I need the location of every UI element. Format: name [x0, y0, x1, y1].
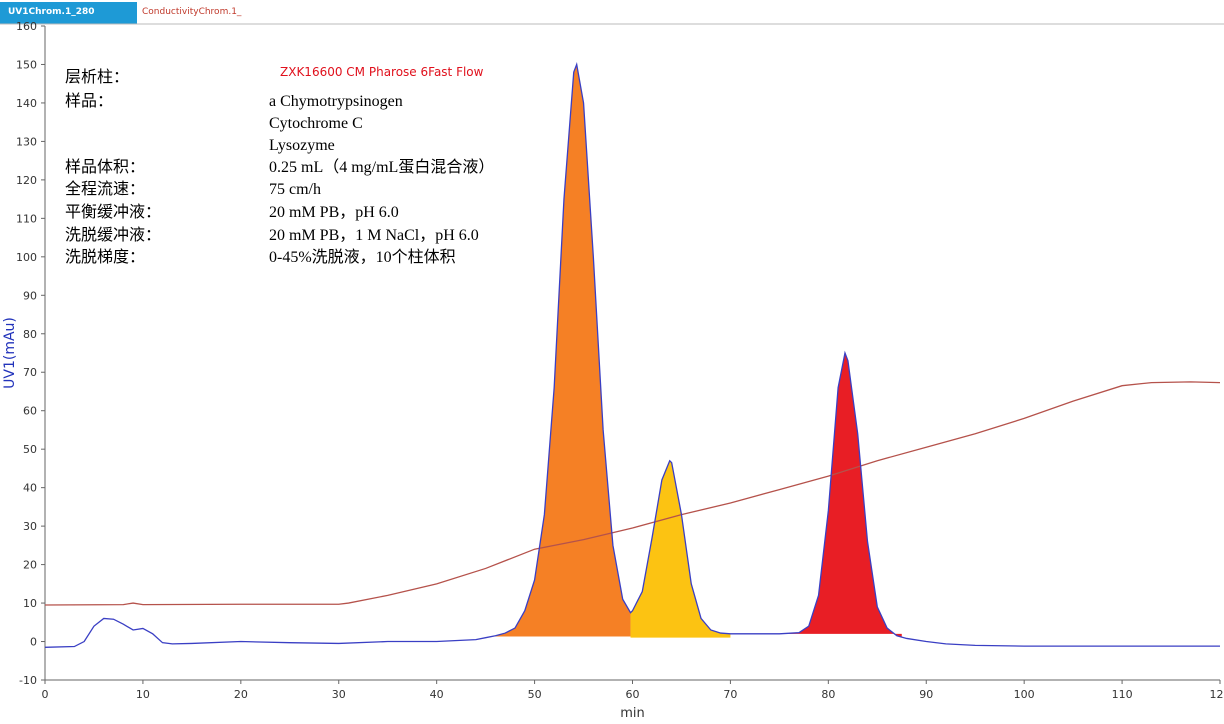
peak-fill	[789, 353, 902, 637]
x-tick-label: 20	[234, 688, 248, 701]
info-label: 洗脱梯度：	[65, 248, 145, 266]
x-tick-label: 40	[430, 688, 444, 701]
y-tick-label: 80	[23, 328, 37, 341]
info-label: 全程流速：	[65, 180, 145, 198]
y-tick-label: 70	[23, 366, 37, 379]
y-tick-label: 30	[23, 520, 37, 533]
info-value: Cytochrome C	[269, 115, 363, 132]
x-tick-label: 110	[1112, 688, 1133, 701]
x-tick-label: 120	[1210, 688, 1224, 701]
y-tick-label: 0	[30, 636, 37, 649]
info-label: 样品体积：	[65, 158, 145, 176]
info-value: 20 mM PB，pH 6.0	[269, 204, 399, 221]
x-tick-label: 100	[1014, 688, 1035, 701]
x-tick-label: 80	[821, 688, 835, 701]
y-tick-label: 10	[23, 597, 37, 610]
y-tick-label: 140	[16, 97, 37, 110]
y-tick-label: 60	[23, 405, 37, 418]
y-tick-label: 20	[23, 559, 37, 572]
x-tick-label: 90	[919, 688, 933, 701]
y-tick-label: -10	[19, 674, 37, 687]
series-line	[45, 64, 1220, 647]
y-tick-label: 90	[23, 289, 37, 302]
info-label: 样品：	[65, 92, 113, 110]
info-value: 0-45%洗脱液，10个柱体积	[269, 248, 456, 266]
x-tick-label: 60	[626, 688, 640, 701]
y-tick-label: 100	[16, 251, 37, 264]
x-tick-label: 50	[528, 688, 542, 701]
y-tick-label: 110	[16, 212, 37, 225]
y-tick-label: 40	[23, 482, 37, 495]
info-value: 0.25 mL（4 mg/mL蛋白混合液）	[269, 158, 494, 176]
info-value: a Chymotrypsinogen	[269, 93, 403, 110]
info-value: 20 mM PB，1 M NaCl，pH 6.0	[269, 227, 479, 244]
info-label: 洗脱缓冲液：	[65, 226, 161, 244]
info-value: ZXK16600 CM Pharose 6Fast Flow	[280, 65, 484, 79]
y-tick-label: 150	[16, 58, 37, 71]
y-tick-label: 130	[16, 135, 37, 148]
peak-fill	[631, 461, 731, 638]
y-tick-label: 120	[16, 174, 37, 187]
series-line	[45, 382, 1220, 605]
x-tick-label: 70	[723, 688, 737, 701]
y-tick-label: 50	[23, 443, 37, 456]
peak-fill	[491, 64, 631, 636]
y-axis-label: UV1(mAu)	[2, 317, 18, 389]
tab-label[interactable]: UV1Chrom.1_280	[8, 7, 95, 17]
tab-label: ConductivityChrom.1_	[142, 7, 242, 17]
info-label: 层析柱：	[65, 68, 129, 86]
x-axis-label: min	[620, 706, 645, 720]
x-tick-label: 30	[332, 688, 346, 701]
info-label: 平衡缓冲液：	[65, 203, 161, 221]
info-value: Lysozyme	[269, 137, 335, 154]
y-tick-label: 160	[16, 20, 37, 33]
info-value: 75 cm/h	[269, 181, 321, 198]
x-tick-label: 0	[42, 688, 49, 701]
x-tick-label: 10	[136, 688, 150, 701]
